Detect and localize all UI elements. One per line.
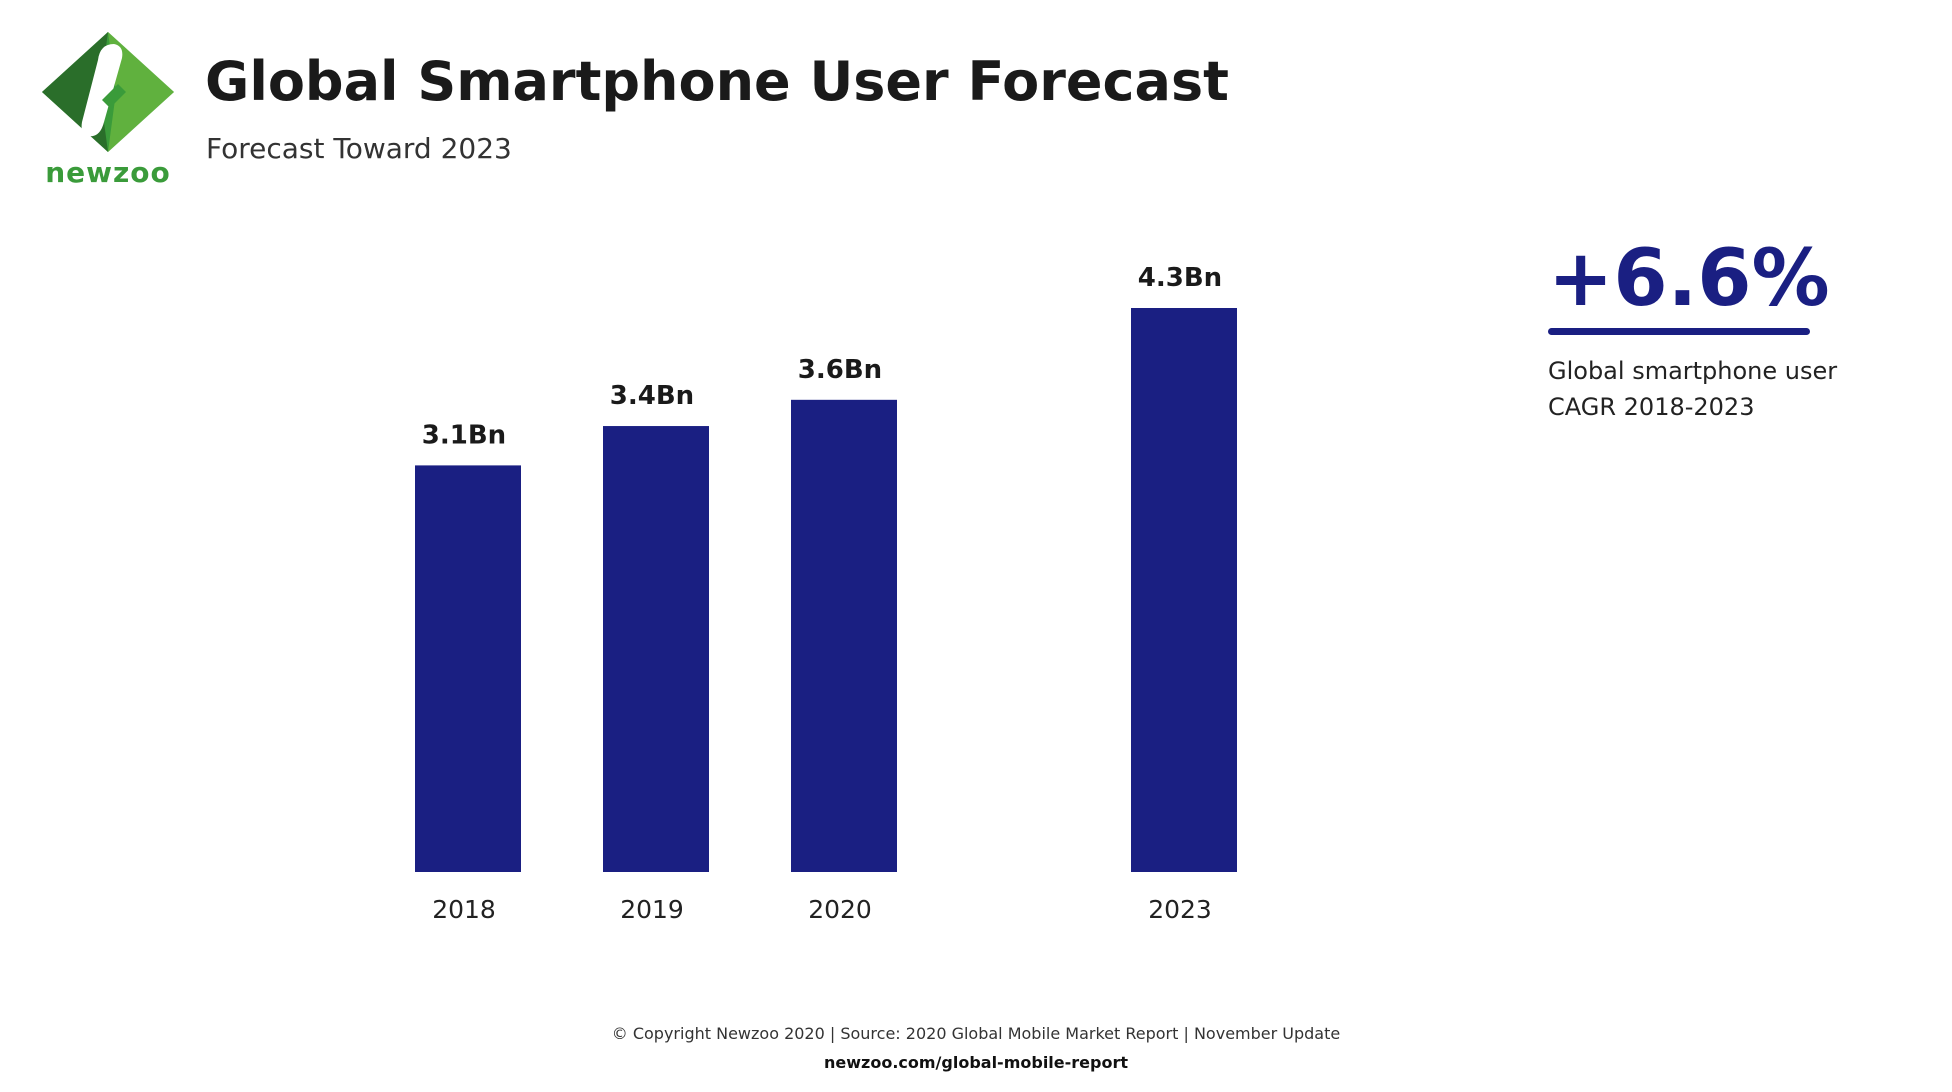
x-tick-label-2020: 2020 xyxy=(808,895,872,924)
data-label-2019: 3.4Bn xyxy=(610,381,694,411)
bar-2019 xyxy=(603,426,709,872)
bar-2018 xyxy=(415,465,521,872)
cagr-callout: +6.6% Global smartphone user CAGR 2018-2… xyxy=(1548,240,1838,425)
brand-name: newzoo xyxy=(45,156,171,189)
x-tick-label-2018: 2018 xyxy=(432,895,496,924)
footer: © Copyright Newzoo 2020 | Source: 2020 G… xyxy=(0,1024,1952,1072)
bar-2020 xyxy=(791,399,897,872)
cagr-description: Global smartphone user CAGR 2018-2023 xyxy=(1548,357,1838,421)
chart-title: Global Smartphone User Forecast xyxy=(205,50,1229,113)
bar-2023 xyxy=(1131,308,1237,872)
footer-source-url: newzoo.com/global-mobile-report xyxy=(824,1053,1128,1072)
newzoo-diamond-logo-icon xyxy=(42,32,174,152)
cagr-underline xyxy=(1548,328,1810,335)
data-label-2023: 4.3Bn xyxy=(1138,263,1222,293)
x-tick-label-2019: 2019 xyxy=(620,895,684,924)
chart-subtitle: Forecast Toward 2023 xyxy=(206,132,512,165)
x-tick-label-2023: 2023 xyxy=(1148,895,1212,924)
footer-copyright: © Copyright Newzoo 2020 | Source: 2020 G… xyxy=(611,1024,1341,1043)
bar-chart: 3.1Bn 2018 3.4Bn 2019 3.6Bn 2020 4.3Bn 2023 xyxy=(415,263,1237,924)
newzoo-logo: newzoo xyxy=(40,30,176,189)
data-label-2020: 3.6Bn xyxy=(798,355,882,385)
data-label-2018: 3.1Bn xyxy=(422,420,506,450)
cagr-value: +6.6% xyxy=(1548,234,1830,324)
